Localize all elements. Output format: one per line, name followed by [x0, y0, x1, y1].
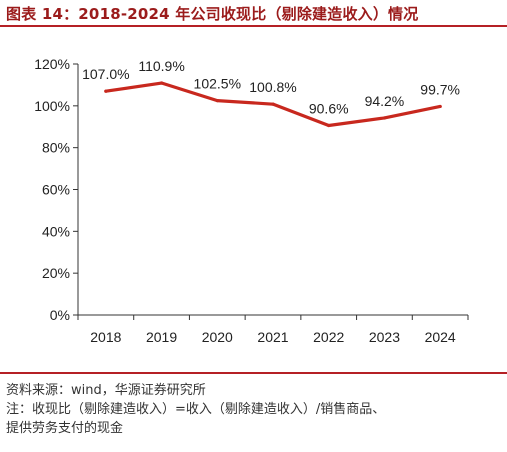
data-point	[271, 102, 275, 106]
data-point	[104, 89, 108, 93]
data-label: 110.9%	[138, 58, 184, 74]
footnotes: 资料来源：wind，华源证券研究所 注：收现比（剔除建造收入）=收入（剔除建造收…	[6, 381, 385, 438]
x-tick-label: 2023	[369, 329, 400, 345]
data-point	[382, 116, 387, 120]
chart-axes: 0% 20% 40% 60% 80% 100% 120% 2018 2019 2020 2021 20…	[34, 56, 469, 345]
formula-note-line-1: 注：收现比（剔除建造收入）=收入（剔除建造收入）/销售商品、	[6, 402, 386, 417]
y-tick-label: 100%	[34, 98, 70, 114]
source-note: 资料来源：wind，华源证券研究所	[6, 383, 206, 398]
y-tick-label: 80%	[42, 140, 70, 156]
title-divider	[0, 25, 507, 27]
data-label: 90.6%	[309, 100, 349, 116]
data-point	[215, 99, 219, 103]
chart-title: 图表 14：2018-2024 年公司收现比（剔除建造收入）情况	[6, 5, 419, 23]
data-label: 107.0%	[82, 66, 129, 82]
formula-note-line-2: 提供劳务支付的现金	[6, 421, 124, 436]
x-tick-label: 2024	[425, 329, 456, 345]
data-label: 99.7%	[420, 81, 460, 97]
line-chart: 0% 20% 40% 60% 80% 100% 120% 2018 2019 2020 2021 20…	[34, 56, 469, 345]
data-label: 102.5%	[194, 76, 241, 92]
data-point	[327, 123, 331, 128]
data-point	[159, 81, 164, 85]
y-tick-label: 120%	[34, 56, 70, 72]
x-tick-label: 2022	[313, 329, 344, 345]
data-label: 94.2%	[365, 93, 405, 109]
y-tick-label: 20%	[42, 265, 70, 281]
y-tick-label: 60%	[42, 182, 70, 198]
x-tick-label: 2020	[202, 329, 233, 345]
x-tick-label: 2021	[257, 329, 288, 345]
x-tick-label: 2018	[90, 329, 121, 345]
y-tick-label: 40%	[42, 223, 70, 239]
data-point	[438, 104, 442, 109]
footer-divider	[0, 372, 507, 374]
y-tick-label: 0%	[50, 307, 70, 323]
data-label: 100.8%	[249, 79, 296, 95]
chart-marks: 107.0% 110.9% 102.5% 100.8% 90.6% 94.2% 99.7%	[82, 58, 460, 128]
x-tick-label: 2019	[146, 329, 177, 345]
